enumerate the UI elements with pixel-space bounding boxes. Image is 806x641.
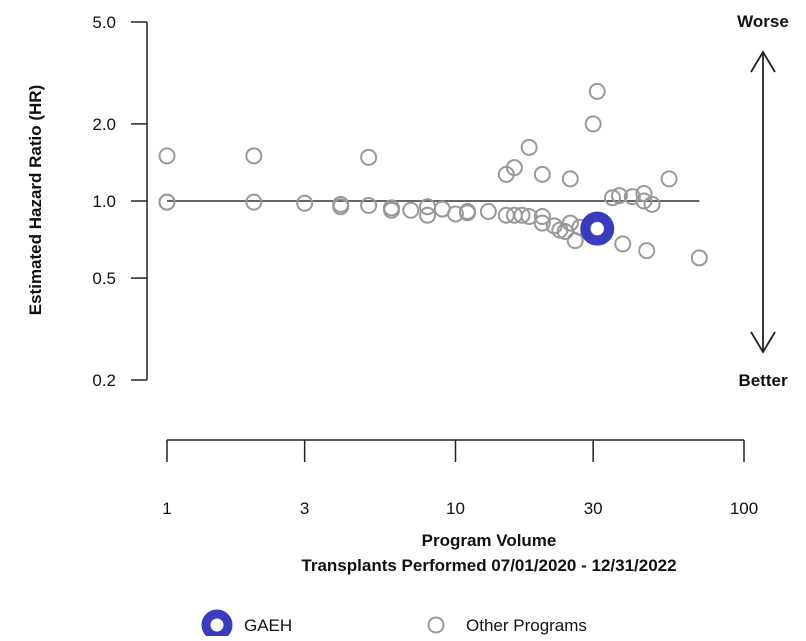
other-program-point <box>447 205 464 223</box>
other-program-point <box>479 202 497 220</box>
other-program-point <box>402 201 420 219</box>
other-program-point <box>584 115 602 133</box>
legend-item-other: Other Programs <box>427 616 587 635</box>
other-program-point <box>690 249 708 267</box>
other-program-point <box>635 184 653 202</box>
x-tick-label: 3 <box>300 499 309 518</box>
other-program-point <box>635 192 653 210</box>
other-program-point <box>382 201 400 219</box>
arrow-down-head <box>750 331 776 354</box>
direction-arrow <box>750 50 776 354</box>
other-program-point <box>296 194 314 212</box>
other-program-point <box>561 170 579 188</box>
y-axis-label: Estimated Hazard Ratio (HR) <box>26 85 45 315</box>
other-program-point <box>245 193 263 211</box>
other-program-point <box>623 188 641 206</box>
other-program-point <box>332 198 350 216</box>
other-program-point <box>158 147 176 165</box>
other-program-point <box>458 202 476 220</box>
legend-item-gaeh: GAEH <box>201 609 292 641</box>
other-program-point <box>513 206 531 224</box>
legend: GAEH Other Programs <box>201 609 587 641</box>
x-tick-label: 100 <box>730 499 758 518</box>
y-tick-label: 5.0 <box>92 13 116 32</box>
x-tick-label: 1 <box>162 499 171 518</box>
other-program-point <box>158 193 176 211</box>
x-axis-sublabel: Transplants Performed 07/01/2020 - 12/31… <box>301 556 676 575</box>
other-program-point <box>505 159 523 177</box>
other-program-point <box>610 187 628 205</box>
y-tick-label: 0.5 <box>92 269 116 288</box>
other-program-point <box>360 148 378 166</box>
other-program-point <box>638 242 656 260</box>
better-label: Better <box>738 371 788 390</box>
other-programs-points <box>158 82 708 267</box>
x-tick-label: 30 <box>584 499 603 518</box>
gaeh-points <box>580 211 615 246</box>
worse-label: Worse <box>737 12 789 31</box>
y-tick-label: 2.0 <box>92 115 116 134</box>
other-program-point <box>561 214 579 232</box>
other-program-point <box>603 189 621 207</box>
other-program-point <box>520 138 538 156</box>
other-program-point <box>660 170 678 188</box>
other-program-point <box>643 195 661 213</box>
legend-marker-gaeh <box>201 609 233 641</box>
legend-marker-other <box>427 616 445 634</box>
other-program-point <box>533 165 551 183</box>
legend-label-other: Other Programs <box>466 616 587 635</box>
other-program-point <box>614 235 632 253</box>
y-tick-label: 1.0 <box>92 192 116 211</box>
other-program-point <box>588 82 606 100</box>
y-tick-label: 0.2 <box>92 371 116 390</box>
legend-label-gaeh: GAEH <box>244 616 292 635</box>
other-program-point <box>520 207 538 225</box>
other-program-point <box>419 206 437 224</box>
other-program-point <box>360 197 378 215</box>
x-tick-label: 10 <box>446 499 465 518</box>
other-program-point <box>533 214 551 232</box>
gaeh-point <box>580 211 615 246</box>
other-program-point <box>245 147 263 165</box>
other-program-point <box>533 207 551 225</box>
x-axis-label: Program Volume <box>422 531 557 550</box>
y-axis: 0.2 0.5 1.0 2.0 5.0 <box>92 13 148 390</box>
x-axis: 1 3 10 30 100 <box>162 439 758 518</box>
arrow-up-head <box>750 50 776 73</box>
